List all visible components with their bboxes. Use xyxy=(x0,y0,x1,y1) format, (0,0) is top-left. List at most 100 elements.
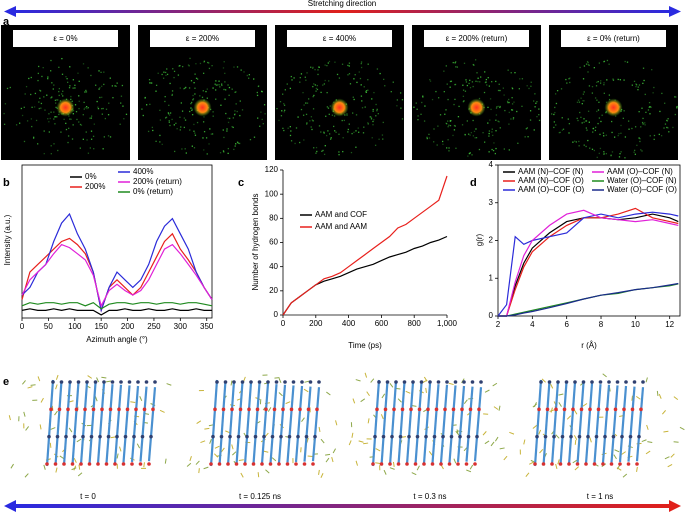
speckle xyxy=(510,118,512,120)
speckle xyxy=(453,124,456,127)
solvent-molecule xyxy=(646,424,649,430)
speckle xyxy=(152,129,154,132)
speckle xyxy=(644,122,646,124)
speckle xyxy=(596,110,598,113)
solvent-molecule xyxy=(663,430,669,433)
framework-atom xyxy=(81,434,85,439)
speckle xyxy=(510,72,512,74)
speckle xyxy=(74,87,76,89)
speckle xyxy=(215,80,217,82)
legend-label: 200% xyxy=(85,182,105,191)
speckle xyxy=(676,107,678,109)
speckle xyxy=(445,65,447,67)
framework-column xyxy=(567,382,577,465)
solvent-molecule xyxy=(549,409,555,412)
solvent-molecule xyxy=(200,440,206,444)
time-label: t = 0.3 ns xyxy=(413,492,446,501)
framework-atom xyxy=(49,407,53,412)
framework-atom xyxy=(243,462,247,466)
speckle xyxy=(361,100,363,102)
speckle xyxy=(422,96,424,98)
speckle xyxy=(638,111,640,113)
speckle xyxy=(358,131,360,133)
solvent-molecule xyxy=(425,387,427,393)
solvent-molecule xyxy=(320,473,324,478)
solvent-molecule xyxy=(263,450,269,453)
speckle xyxy=(396,99,399,101)
solvent-molecule xyxy=(523,439,526,445)
speckle xyxy=(538,108,540,110)
speckle xyxy=(631,84,633,86)
series-line xyxy=(282,235,448,316)
framework-column xyxy=(465,386,474,462)
speckle xyxy=(96,100,98,103)
speckle xyxy=(511,103,514,105)
speckle xyxy=(475,128,477,130)
solvent-molecule xyxy=(196,420,202,425)
speckle xyxy=(317,69,319,71)
speckle xyxy=(653,134,656,137)
speckle xyxy=(449,86,451,88)
speckle xyxy=(70,98,72,101)
speckle xyxy=(639,138,641,140)
speckle xyxy=(462,95,465,98)
speckle xyxy=(513,101,515,103)
speckle xyxy=(219,152,222,154)
panel-label: a xyxy=(3,16,10,28)
speckle xyxy=(69,118,71,120)
speckle xyxy=(598,152,600,155)
legend-label: AAM (O)–COF (N) xyxy=(607,167,673,176)
series-line xyxy=(498,207,679,317)
framework-atom xyxy=(632,380,637,384)
speckle xyxy=(276,107,278,110)
speckle xyxy=(666,119,668,122)
speckle xyxy=(195,63,197,65)
speckle xyxy=(180,126,182,128)
speckle xyxy=(486,84,488,86)
speckle xyxy=(498,121,500,123)
speckle xyxy=(634,126,637,128)
framework-column xyxy=(627,386,636,462)
speckle xyxy=(47,78,49,80)
speckle xyxy=(58,113,60,116)
speckle xyxy=(350,151,353,154)
speckle xyxy=(644,93,646,96)
framework-atom xyxy=(605,407,609,412)
series-line xyxy=(21,243,213,308)
framework-atom xyxy=(402,380,407,384)
speckle xyxy=(516,110,518,113)
framework-column xyxy=(277,384,287,463)
framework-atom xyxy=(87,462,92,466)
speckle xyxy=(203,149,205,151)
speckle xyxy=(498,83,500,85)
speckle xyxy=(645,111,647,114)
speckle xyxy=(169,112,172,114)
speckle xyxy=(635,83,637,85)
framework-column xyxy=(260,383,270,464)
speckle xyxy=(488,151,490,153)
speckle xyxy=(234,91,236,93)
speckle xyxy=(114,85,116,87)
speckle xyxy=(382,121,384,124)
speckle xyxy=(192,99,194,101)
solvent-molecule xyxy=(360,398,366,403)
solvent-molecule xyxy=(622,473,628,478)
framework-column xyxy=(422,383,432,464)
speckle xyxy=(499,106,501,109)
speckle xyxy=(227,121,230,124)
framework-atom xyxy=(274,380,279,384)
speckle xyxy=(108,102,110,104)
speckle xyxy=(558,131,560,134)
speckle xyxy=(58,66,60,68)
speckle xyxy=(641,121,644,124)
speckle xyxy=(623,79,625,81)
speckle xyxy=(519,78,521,80)
speckle xyxy=(536,100,538,103)
speckle xyxy=(521,78,524,80)
series-line xyxy=(21,212,213,313)
framework-atom xyxy=(93,380,98,384)
solvent-molecule xyxy=(54,410,58,416)
speckle xyxy=(78,107,80,110)
speckle xyxy=(248,74,251,76)
speckle xyxy=(468,152,471,155)
